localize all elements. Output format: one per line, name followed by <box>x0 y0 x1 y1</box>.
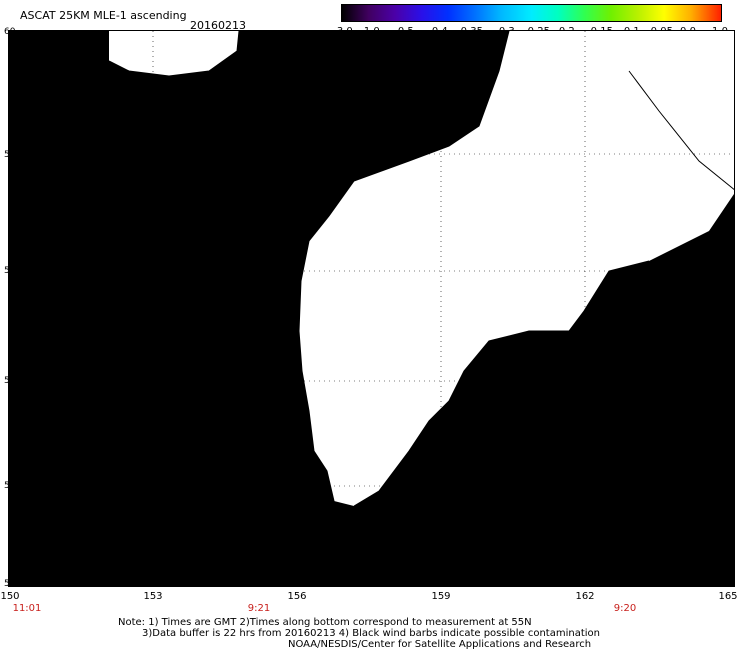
lat-label-60: 60 <box>4 27 16 37</box>
northeast-land <box>609 31 734 190</box>
map-panel <box>8 30 735 587</box>
lon-label-162: 162 <box>575 591 595 602</box>
wind-field-map <box>9 31 734 586</box>
lat-label-50: 50 <box>4 579 16 589</box>
north-coast-land <box>109 31 239 76</box>
lon-label-150: 150 <box>0 591 20 602</box>
color-scale-bar <box>341 4 722 22</box>
product-title: ASCAT 25KM MLE-1 ascending <box>20 9 187 22</box>
lat-label-58: 58 <box>4 150 16 160</box>
lat-label-54: 54 <box>4 376 16 386</box>
lon-label-165: 165 <box>718 591 738 602</box>
coastline <box>68 85 190 102</box>
footer-credit: NOAA/NESDIS/Center for Satellite Applica… <box>288 639 592 650</box>
coastline <box>628 70 734 191</box>
lon-label-159: 159 <box>431 591 451 602</box>
pass-time-920: 9:20 <box>613 603 637 614</box>
lat-label-56: 56 <box>4 266 16 276</box>
pass-time-921: 9:21 <box>247 603 271 614</box>
footer-note-1: Note: 1) Times are GMT 2)Times along bot… <box>118 617 532 628</box>
coastline <box>353 260 650 507</box>
coastline <box>108 31 240 77</box>
kamchatka-land <box>299 31 734 506</box>
coastline <box>261 31 510 586</box>
lon-label-153: 153 <box>143 591 163 602</box>
footer-note-2: 3)Data buffer is 22 hrs from 20160213 4)… <box>142 628 600 639</box>
lon-label-156: 156 <box>287 591 307 602</box>
pass-time-1101: 11:01 <box>12 603 42 614</box>
graticule <box>9 31 734 586</box>
lat-label-52: 52 <box>4 481 16 491</box>
product-date: 20160213 <box>190 19 246 32</box>
